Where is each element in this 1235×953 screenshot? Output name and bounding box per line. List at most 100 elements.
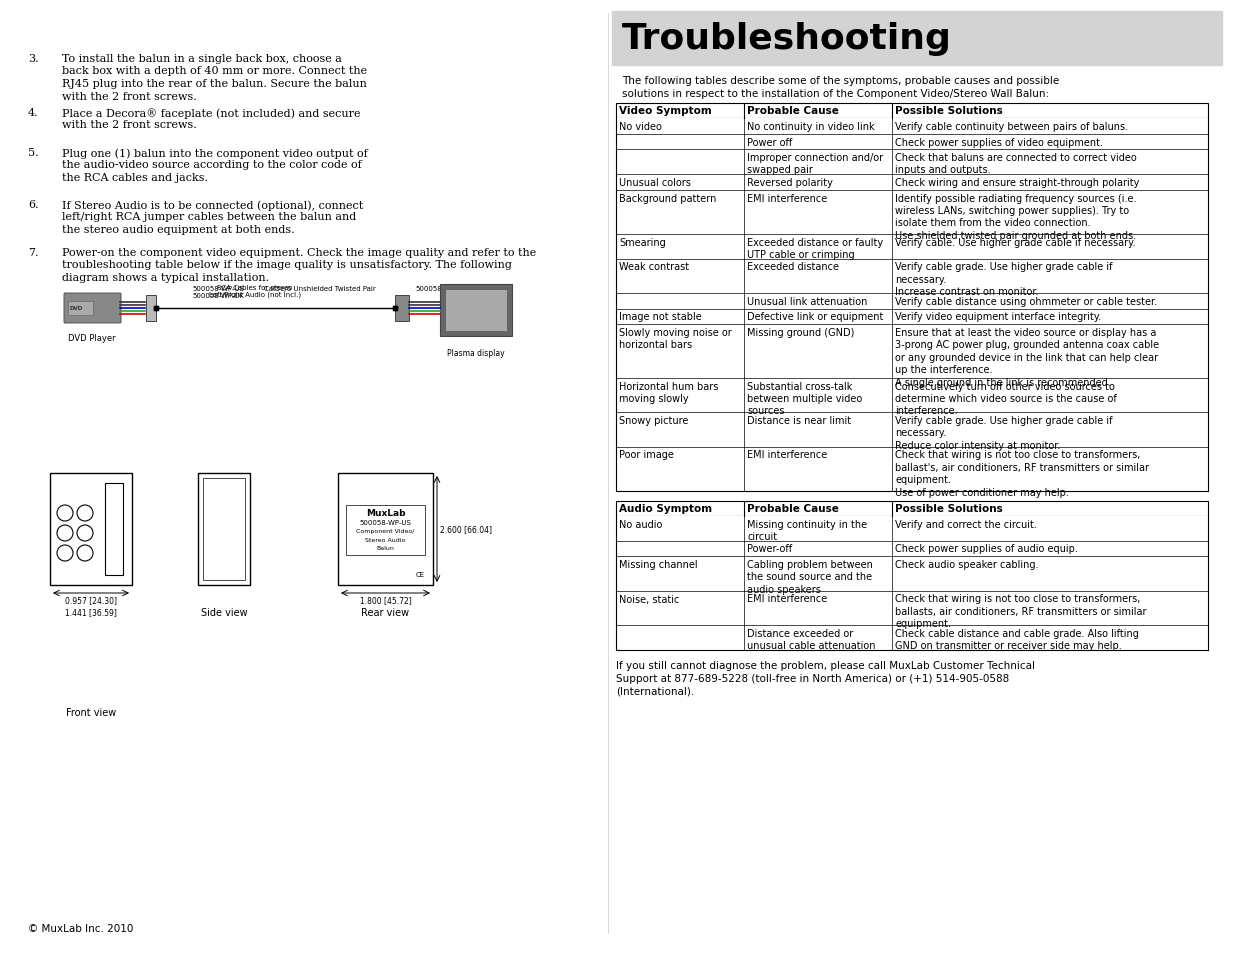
Bar — [68, 302, 93, 315]
Text: Power-off: Power-off — [747, 544, 792, 554]
Bar — [613, 12, 1221, 66]
Text: Front view: Front view — [65, 707, 116, 718]
Text: 5.: 5. — [28, 148, 38, 158]
Text: the RCA cables and jacks.: the RCA cables and jacks. — [62, 172, 207, 183]
Bar — [616, 541, 1208, 557]
Bar — [616, 119, 1208, 134]
Text: 0.957 [24.30]: 0.957 [24.30] — [65, 596, 117, 604]
Text: 500058: 500058 — [415, 286, 442, 292]
Text: Place a Decora® faceplate (not included) and secure: Place a Decora® faceplate (not included)… — [62, 108, 361, 119]
Text: the audio-video source according to the color code of: the audio-video source according to the … — [62, 160, 362, 171]
Text: 1.800 [45.72]: 1.800 [45.72] — [359, 596, 411, 604]
Text: If Stereo Audio is to be connected (optional), connect: If Stereo Audio is to be connected (opti… — [62, 200, 363, 211]
Text: Image not stable: Image not stable — [619, 313, 701, 322]
Bar — [616, 501, 1208, 516]
Bar — [105, 483, 124, 576]
Text: Video Symptom: Video Symptom — [619, 107, 711, 116]
Text: Horizontal hum bars
moving slowly: Horizontal hum bars moving slowly — [619, 381, 719, 403]
Text: 6.: 6. — [28, 200, 38, 210]
Text: Possible Solutions: Possible Solutions — [895, 107, 1003, 116]
Text: Missing ground (GND): Missing ground (GND) — [747, 328, 855, 337]
Bar — [346, 505, 425, 556]
Text: 7.: 7. — [28, 248, 38, 257]
Text: Verify video equipment interface integrity.: Verify video equipment interface integri… — [895, 313, 1102, 322]
Text: Consecutively turn off other video sources to
determine which video source is th: Consecutively turn off other video sourc… — [895, 381, 1116, 416]
Text: No continuity in video link: No continuity in video link — [747, 122, 874, 132]
Bar — [440, 285, 513, 336]
Circle shape — [77, 505, 93, 521]
Text: The following tables describe some of the symptoms, probable causes and possible: The following tables describe some of th… — [622, 76, 1060, 86]
Text: Background pattern: Background pattern — [619, 193, 716, 203]
Text: EMI interference: EMI interference — [747, 594, 827, 604]
Text: Probable Cause: Probable Cause — [747, 503, 839, 514]
Text: Plasma display: Plasma display — [447, 349, 505, 357]
Text: with the 2 front screws.: with the 2 front screws. — [62, 91, 196, 101]
Bar — [616, 294, 1208, 309]
Text: Check audio speaker cabling.: Check audio speaker cabling. — [895, 559, 1039, 569]
Text: EMI interference: EMI interference — [747, 450, 827, 460]
Text: Troubleshooting: Troubleshooting — [622, 22, 952, 56]
Text: 3.: 3. — [28, 54, 38, 64]
Text: Stereo Audio: Stereo Audio — [366, 537, 405, 542]
Text: Smearing: Smearing — [619, 237, 666, 247]
Text: RJ45 plug into the rear of the balun. Secure the balun: RJ45 plug into the rear of the balun. Se… — [62, 79, 367, 89]
Bar — [49, 474, 132, 585]
Bar — [616, 234, 1208, 259]
Text: back box with a depth of 40 mm or more. Connect the: back box with a depth of 40 mm or more. … — [62, 67, 367, 76]
Bar — [616, 625, 1208, 650]
Circle shape — [57, 505, 73, 521]
Circle shape — [77, 525, 93, 541]
Text: Slowly moving noise or
horizontal bars: Slowly moving noise or horizontal bars — [619, 328, 732, 350]
Text: Probable Cause: Probable Cause — [747, 107, 839, 116]
Circle shape — [77, 545, 93, 561]
Text: 500058-WP-US: 500058-WP-US — [359, 519, 411, 525]
Text: 500058-WP-UK: 500058-WP-UK — [191, 293, 245, 298]
Text: Unusual link attenuation: Unusual link attenuation — [747, 296, 867, 307]
Bar — [616, 591, 1208, 625]
Bar — [203, 478, 245, 580]
Text: 2.600 [66.04]: 2.600 [66.04] — [440, 525, 492, 534]
Bar — [616, 104, 1208, 119]
Text: Unusual colors: Unusual colors — [619, 178, 690, 188]
Text: No video: No video — [619, 122, 662, 132]
Text: Reversed polarity: Reversed polarity — [747, 178, 832, 188]
Text: 4.: 4. — [28, 108, 38, 118]
Text: Identify possible radiating frequency sources (i.e.
wireless LANs, switching pow: Identify possible radiating frequency so… — [895, 193, 1136, 240]
Text: If you still cannot diagnose the problem, please call MuxLab Customer Technical: If you still cannot diagnose the problem… — [616, 660, 1035, 670]
Text: Check cable distance and cable grade. Also lifting
GND on transmitter or receive: Check cable distance and cable grade. Al… — [895, 628, 1139, 651]
Text: Audio Symptom: Audio Symptom — [619, 503, 713, 514]
Text: To install the balun in a single back box, choose a: To install the balun in a single back bo… — [62, 54, 342, 64]
Circle shape — [57, 525, 73, 541]
Bar — [616, 557, 1208, 591]
Text: RCA Cables for stereo: RCA Cables for stereo — [217, 285, 293, 291]
Text: Verify cable grade. Use higher grade cable if
necessary.
Increase contrast on mo: Verify cable grade. Use higher grade cab… — [895, 262, 1113, 297]
Text: Component Video/: Component Video/ — [357, 529, 415, 534]
Bar — [395, 295, 409, 322]
Text: 1.441 [36.59]: 1.441 [36.59] — [65, 607, 117, 617]
Text: solutions in respect to the installation of the Component Video/Stereo Wall Balu: solutions in respect to the installation… — [622, 89, 1049, 99]
Text: DVD Player: DVD Player — [68, 334, 116, 343]
Text: Verify cable continuity between pairs of baluns.: Verify cable continuity between pairs of… — [895, 122, 1128, 132]
Text: Plug one (1) balun into the component video output of: Plug one (1) balun into the component vi… — [62, 148, 368, 158]
Bar — [616, 191, 1208, 234]
Bar — [616, 150, 1208, 174]
Circle shape — [57, 545, 73, 561]
Bar — [616, 174, 1208, 191]
Text: Rear view: Rear view — [362, 607, 410, 618]
Text: Exceeded distance: Exceeded distance — [747, 262, 839, 273]
Text: Check power supplies of audio equip.: Check power supplies of audio equip. — [895, 544, 1078, 554]
Text: diagram shows a typical installation.: diagram shows a typical installation. — [62, 273, 269, 283]
Text: Improper connection and/or
swapped pair: Improper connection and/or swapped pair — [747, 152, 883, 175]
Text: Verify cable distance using ohmmeter or cable tester.: Verify cable distance using ohmmeter or … — [895, 296, 1157, 307]
Text: Poor image: Poor image — [619, 450, 674, 460]
Bar — [198, 474, 249, 585]
Text: © MuxLab Inc. 2010: © MuxLab Inc. 2010 — [28, 923, 133, 933]
Text: Check power supplies of video equipment.: Check power supplies of video equipment. — [895, 137, 1103, 148]
Text: CE: CE — [416, 572, 425, 578]
Text: Distance is near limit: Distance is near limit — [747, 416, 851, 426]
Text: Noise, static: Noise, static — [619, 594, 679, 604]
Text: Exceeded distance or faulty
UTP cable or crimping: Exceeded distance or faulty UTP cable or… — [747, 237, 883, 259]
Text: Defective link or equipment: Defective link or equipment — [747, 313, 883, 322]
Text: troubleshooting table below if the image quality is unsatisfactory. The followin: troubleshooting table below if the image… — [62, 260, 511, 271]
Bar — [338, 474, 433, 585]
